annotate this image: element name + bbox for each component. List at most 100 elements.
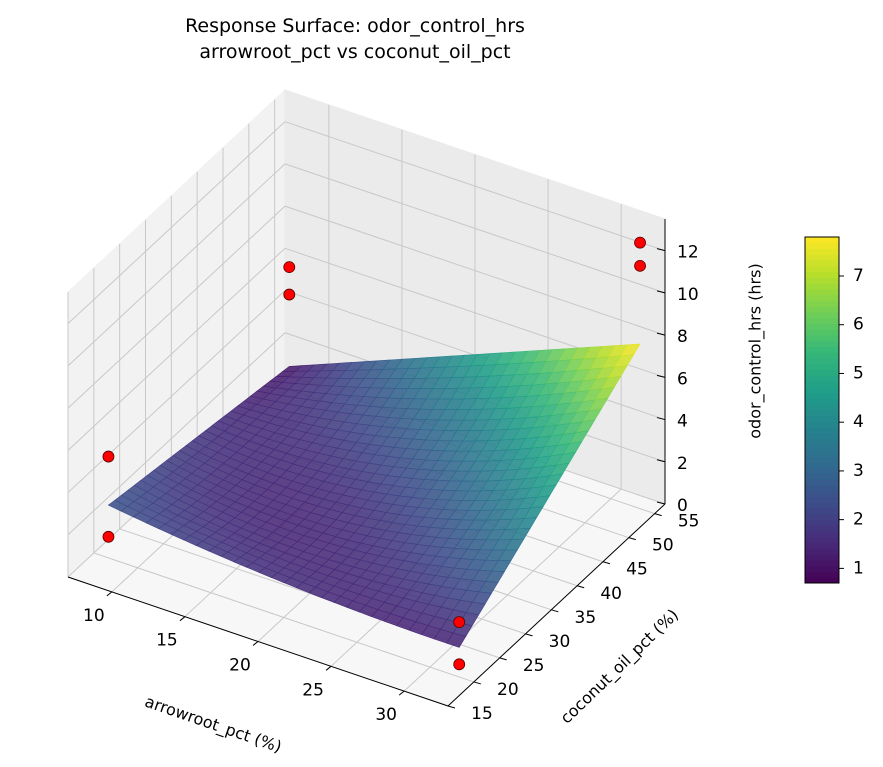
- y-tick: [525, 633, 533, 637]
- y-tick: [551, 609, 559, 613]
- z-tick: [656, 290, 666, 294]
- colorbar-tick-label: 6: [853, 315, 864, 335]
- y-tick-label: 20: [497, 680, 519, 700]
- y-tick: [602, 561, 611, 565]
- colorbar-segment: [805, 299, 839, 307]
- colorbar-segment: [805, 374, 839, 382]
- y-tick-label: 15: [471, 704, 493, 724]
- data-point: [453, 616, 466, 629]
- colorbar-segment: [805, 421, 839, 428]
- colorbar-frame: [804, 236, 840, 584]
- grid-z-left: [67, 163, 286, 367]
- grid-y-floor: [93, 552, 474, 683]
- colorbar-segment: [805, 553, 839, 561]
- y-tick-label: 30: [549, 632, 571, 652]
- data-point: [634, 236, 646, 249]
- colorbar-segment: [805, 311, 839, 319]
- colorbar-segment: [805, 351, 839, 359]
- z-tick-label: 6: [677, 369, 688, 389]
- colorbar-segment: [805, 340, 839, 348]
- y-tick: [628, 537, 636, 541]
- colorbar-segment: [805, 507, 839, 515]
- x-tick: [106, 591, 113, 597]
- x-tick: [398, 690, 405, 696]
- chart-title: Response Surface: odor_control_hrs: [185, 15, 525, 37]
- z-tick-label: 12: [677, 243, 699, 263]
- colorbar-segment: [805, 478, 839, 486]
- colorbar-segment: [805, 392, 839, 399]
- colorbar-segment: [805, 484, 839, 492]
- colorbar-segment: [805, 415, 839, 423]
- z-tick-label: 8: [677, 327, 688, 347]
- colorbar-tick-label: 3: [853, 461, 864, 481]
- z-tick: [656, 417, 666, 421]
- x-tick: [252, 641, 259, 646]
- colorbar-segment: [805, 386, 839, 394]
- points-behind: [102, 530, 466, 671]
- colorbar-segment: [805, 426, 839, 434]
- colorbar-segment: [805, 438, 839, 446]
- z-tick: [656, 501, 666, 505]
- colorbar-segment: [805, 467, 839, 474]
- colorbar-segment: [805, 236, 839, 244]
- data-point: [283, 288, 296, 301]
- colorbar-segment: [805, 490, 839, 497]
- colorbar-segment: [805, 259, 839, 267]
- x-tick-label: 15: [156, 631, 178, 651]
- chart-subtitle: arrowroot_pct vs coconut_oil_pct: [199, 41, 511, 63]
- x-tick-label: 20: [229, 656, 251, 676]
- grid-z-left: [67, 332, 286, 536]
- colorbar-segment: [805, 334, 839, 342]
- x-axis-label: arrowroot_pct (%): [142, 692, 284, 758]
- z-tick: [656, 374, 666, 378]
- colorbar-segment: [805, 369, 839, 376]
- colorbar-segment: [805, 265, 839, 273]
- colorbar-segment: [805, 519, 839, 526]
- colorbar-tick-label: 1: [853, 558, 864, 578]
- colorbar-segment: [805, 496, 839, 503]
- colorbar-segment: [805, 409, 839, 417]
- x-tick-label: 30: [375, 705, 397, 725]
- z-tick-label: 0: [677, 496, 688, 516]
- grid-z-left: [67, 121, 286, 325]
- y-tick-label: 25: [523, 656, 545, 676]
- y-tick-label: 45: [626, 560, 648, 580]
- colorbar-segment: [805, 513, 839, 521]
- y-tick: [499, 657, 507, 661]
- colorbar-segment: [805, 253, 839, 261]
- colorbar-segment: [805, 323, 839, 330]
- colorbar-tick-label: 4: [853, 412, 864, 432]
- colorbar-segment: [805, 397, 839, 405]
- colorbar-segment: [805, 570, 839, 578]
- colorbar-segment: [805, 565, 839, 572]
- surface-patch: [446, 632, 467, 648]
- colorbar-segment: [805, 276, 839, 284]
- colorbar-segment: [805, 536, 839, 544]
- points-front: [102, 236, 646, 629]
- z-tick: [656, 248, 666, 252]
- colorbar-segment: [805, 576, 839, 584]
- z-axis-label: odor_control_hrs (hrs): [746, 263, 766, 438]
- y-tick-label: 50: [652, 536, 674, 556]
- colorbar-segment: [805, 461, 839, 469]
- grid-z-back: [284, 121, 666, 252]
- colorbar-segment: [805, 357, 839, 365]
- colorbar-segment: [805, 248, 839, 255]
- y-tick-label: 55: [678, 512, 700, 532]
- colorbar-segment: [805, 242, 839, 250]
- colorbar-tick-label: 7: [853, 266, 864, 286]
- data-point: [634, 259, 646, 272]
- colorbar-segment: [805, 346, 839, 353]
- colorbar-segment: [805, 524, 839, 532]
- colorbar-tick-label: 2: [853, 510, 864, 530]
- y-tick-label: 35: [575, 608, 597, 628]
- colorbar-segment: [805, 288, 839, 296]
- colorbar-segment: [805, 271, 839, 278]
- colorbar-segment: [805, 363, 839, 371]
- colorbar-segment: [805, 472, 839, 480]
- colorbar-segment: [805, 432, 839, 440]
- z-tick-label: 2: [677, 454, 688, 474]
- colorbar-segment: [805, 403, 839, 411]
- response-surface: [107, 343, 641, 648]
- y-tick: [447, 705, 456, 709]
